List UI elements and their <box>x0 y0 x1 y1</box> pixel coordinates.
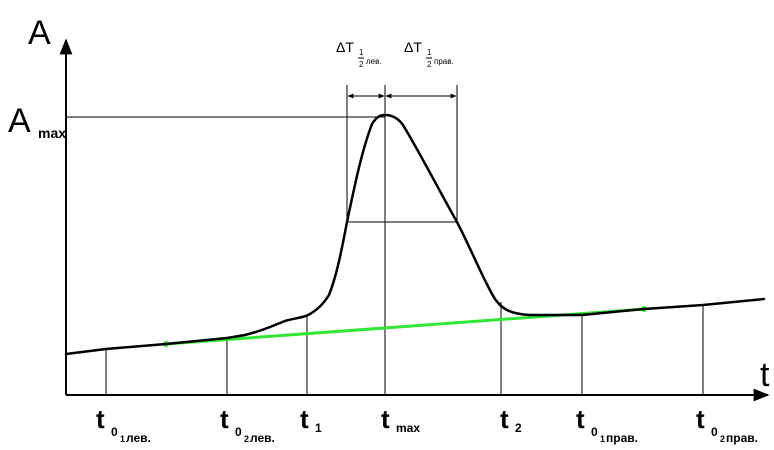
svg-text:t: t <box>220 404 229 434</box>
tick-t01-right: t 0 1 прав. <box>576 404 638 445</box>
svg-text:2: 2 <box>244 434 249 444</box>
y-axis-label: A <box>28 14 51 52</box>
tick-tmax: t max <box>381 404 420 435</box>
svg-text:2: 2 <box>359 60 364 69</box>
tick-t02-left: t 0 2 лев. <box>220 404 275 445</box>
tick-t1: t 1 <box>300 404 322 435</box>
svg-text:лев.: лев. <box>250 431 275 445</box>
svg-text:1: 1 <box>120 434 125 444</box>
svg-text:лев.: лев. <box>366 57 382 66</box>
svg-text:0: 0 <box>711 425 718 439</box>
svg-text:2: 2 <box>427 60 432 69</box>
svg-text:прав.: прав. <box>434 57 454 66</box>
delta-left-label: ΔT 1 2 лев. <box>336 39 382 69</box>
svg-text:1: 1 <box>427 48 432 57</box>
svg-text:лев.: лев. <box>126 431 151 445</box>
svg-text:t: t <box>381 404 390 434</box>
svg-text:0: 0 <box>111 425 118 439</box>
tick-t01-left: t 0 1 лев. <box>96 404 151 445</box>
tick-t02-right: t 0 2 прав. <box>696 404 758 445</box>
svg-text:2: 2 <box>720 434 725 444</box>
amax-label: A <box>8 102 31 140</box>
svg-text:0: 0 <box>235 425 242 439</box>
x-axis-label: t <box>760 356 770 394</box>
svg-text:t: t <box>576 404 585 434</box>
svg-text:прав.: прав. <box>606 431 638 445</box>
svg-text:t: t <box>500 404 509 434</box>
svg-text:2: 2 <box>515 421 522 435</box>
svg-text:1: 1 <box>600 434 605 444</box>
svg-text:1: 1 <box>359 48 364 57</box>
svg-text:t: t <box>696 404 705 434</box>
svg-text:t: t <box>96 404 105 434</box>
svg-text:0: 0 <box>591 425 598 439</box>
svg-text:прав.: прав. <box>726 431 758 445</box>
svg-text:ΔT: ΔT <box>336 39 354 55</box>
svg-text:1: 1 <box>315 421 322 435</box>
tick-t2: t 2 <box>500 404 522 435</box>
amax-sub: max <box>38 125 66 141</box>
svg-text:t: t <box>300 404 309 434</box>
delta-right-label: ΔT 1 2 прав. <box>404 39 454 69</box>
svg-text:max: max <box>396 421 420 435</box>
signal-curve <box>64 113 766 356</box>
svg-text:ΔT: ΔT <box>404 39 422 55</box>
